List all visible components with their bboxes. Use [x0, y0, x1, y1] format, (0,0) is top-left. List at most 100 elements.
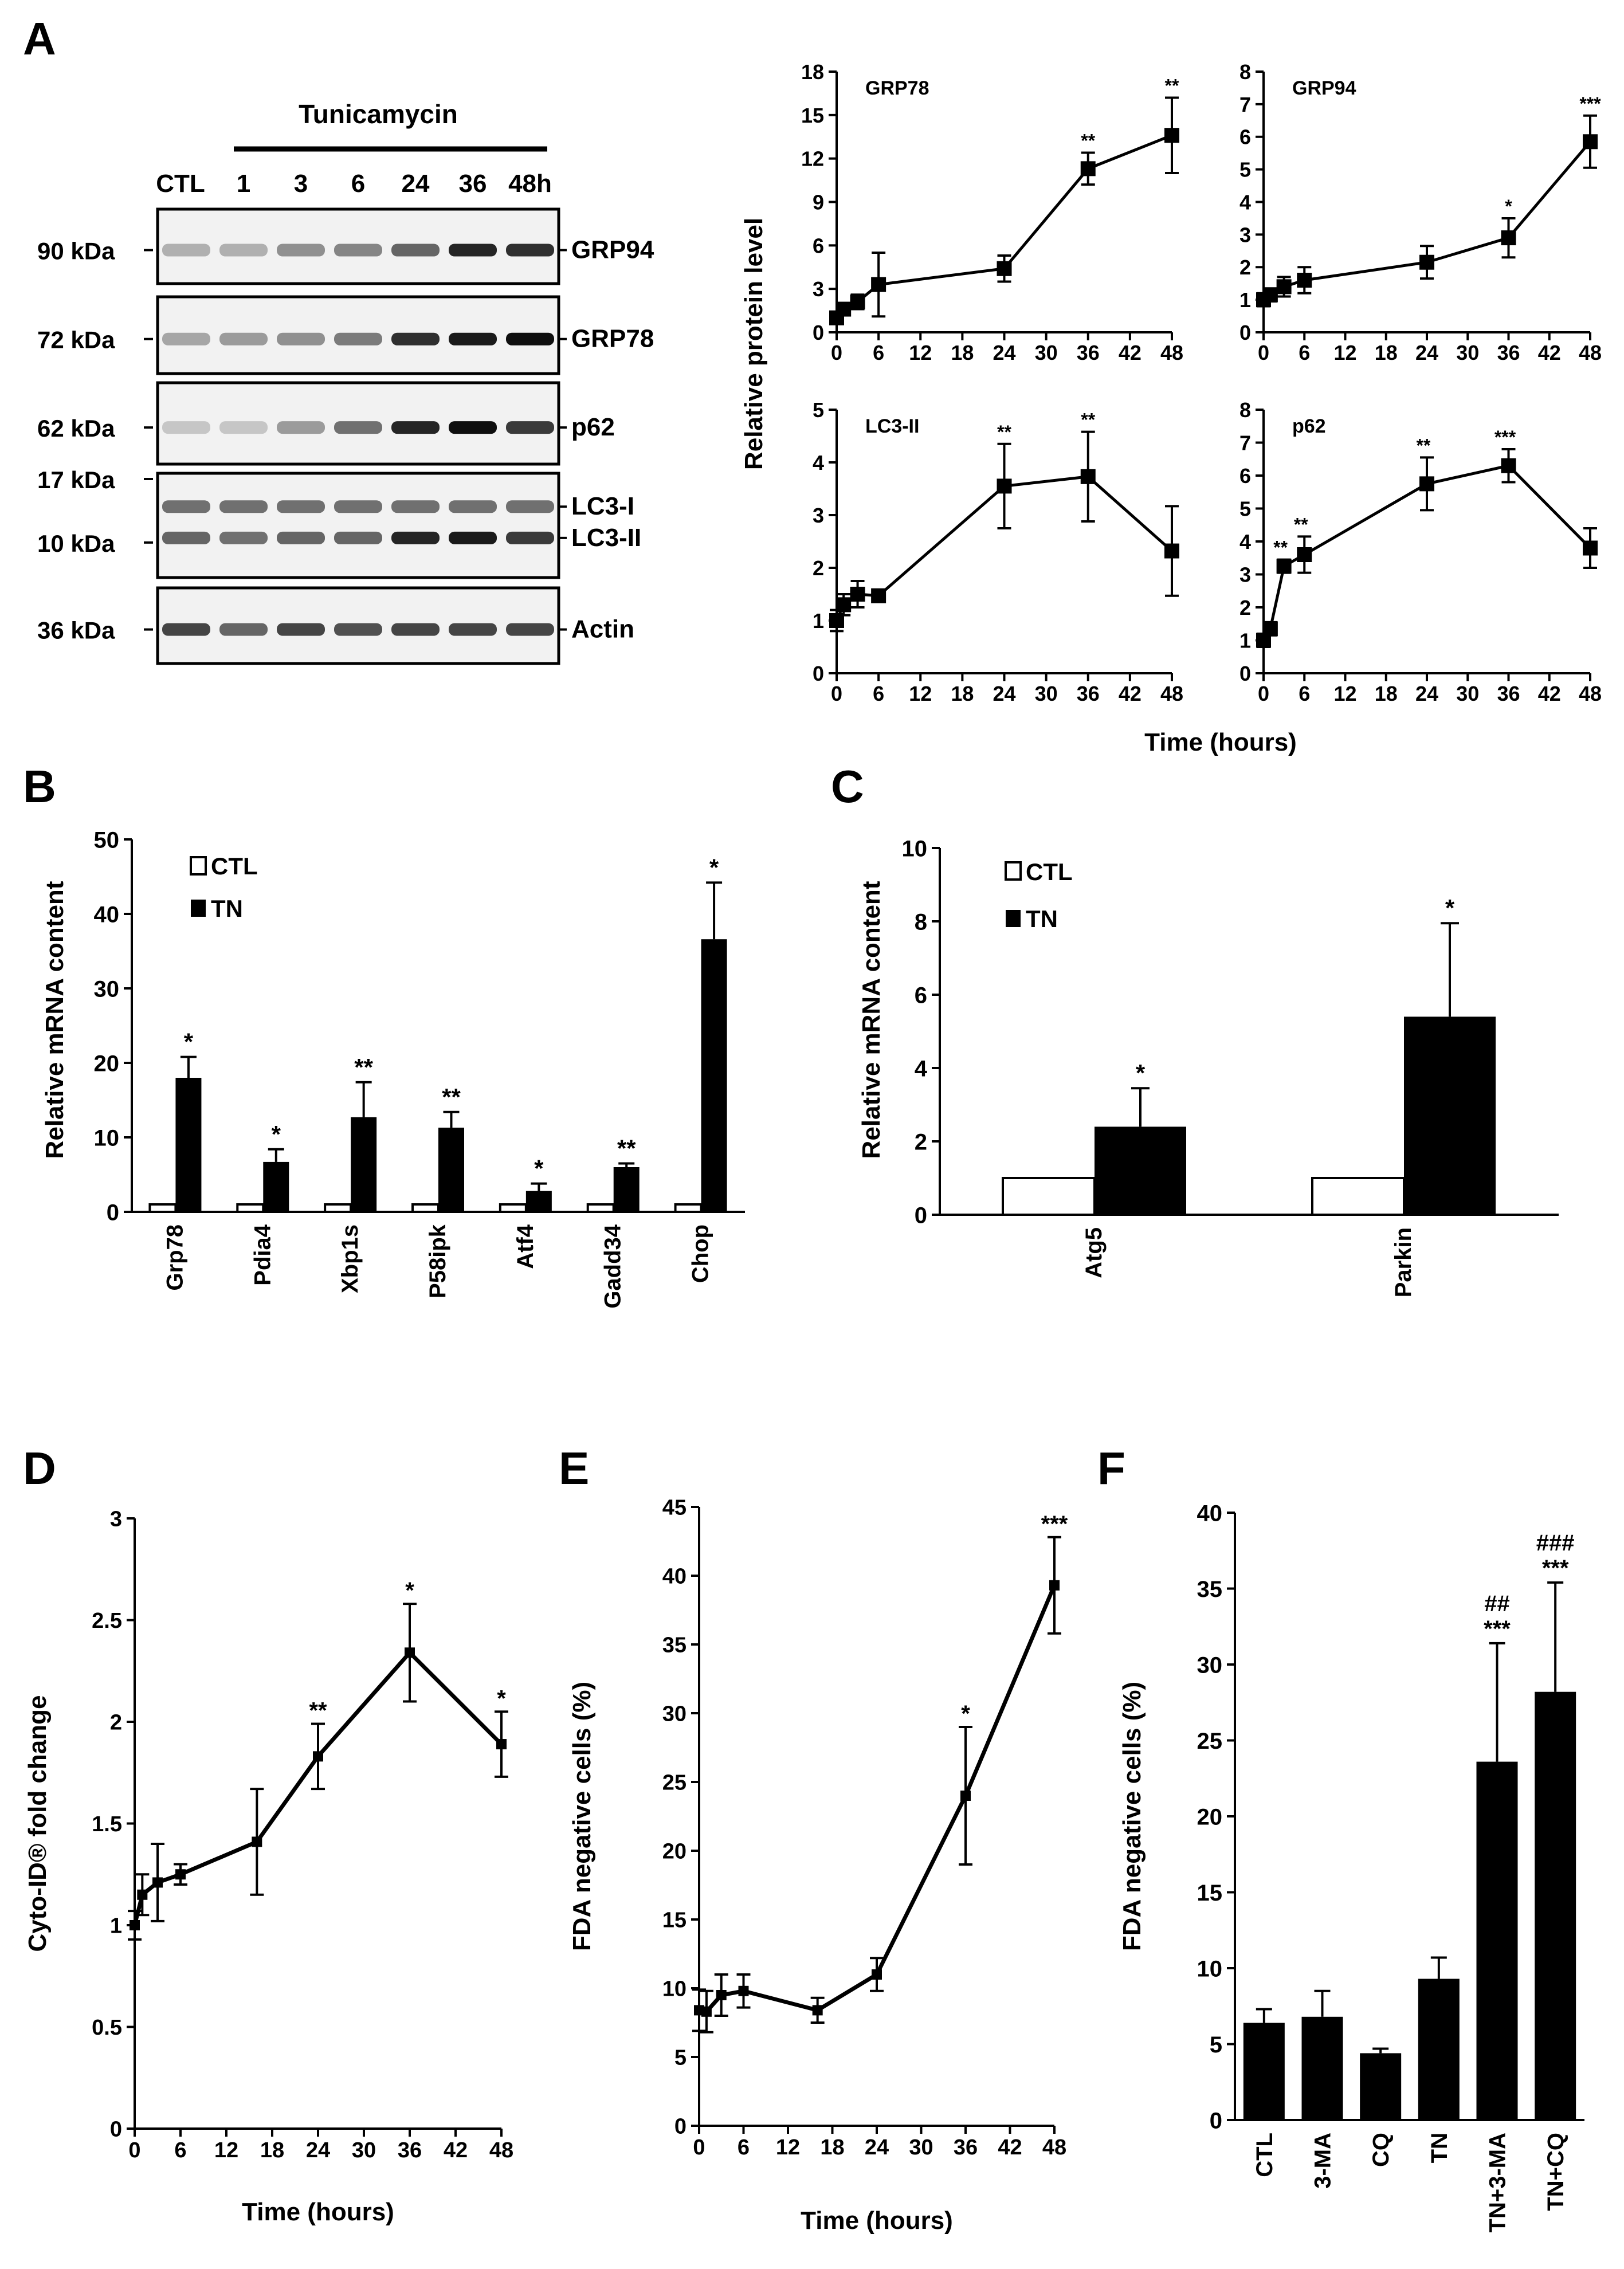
blot-mw-label: 17 kDa — [37, 466, 115, 493]
grp94-significance: * — [1505, 196, 1512, 217]
grp94-xtick-label: 36 — [1497, 341, 1520, 364]
b-bar-tn — [701, 939, 727, 1212]
f-ytick-label: 35 — [1197, 1577, 1223, 1602]
panel-a-ylabel: Relative protein level — [740, 218, 768, 470]
d-xtick-label: 42 — [444, 2138, 468, 2162]
lc3-title: LC3-II — [865, 415, 919, 437]
b-ytick-label: 10 — [94, 1125, 120, 1151]
legend-b-tn-swatch — [191, 900, 206, 917]
grp94-ytick-label: 6 — [1239, 125, 1251, 149]
f-bar — [1535, 1691, 1576, 2120]
blot-band — [219, 531, 268, 544]
grp94-ytick-label: 3 — [1239, 223, 1251, 246]
blot-band — [449, 500, 497, 513]
d-xtick-label: 48 — [489, 2138, 513, 2162]
grp94-xtick-label: 18 — [1375, 341, 1398, 364]
lc3-xtick-label: 6 — [873, 682, 884, 705]
lc3-ytick-label: 3 — [813, 504, 824, 527]
panel-c-ylabel: Relative mRNA content — [857, 881, 885, 1159]
blot-lane-label: 1 — [237, 170, 250, 198]
e-xtick-label: 24 — [865, 2135, 889, 2160]
blot-band — [219, 623, 268, 636]
b-ytick-label: 20 — [94, 1051, 120, 1076]
lc3-point — [850, 587, 865, 602]
e-xlabel: Time (hours) — [801, 2207, 953, 2235]
b-bar-ctl — [148, 1203, 177, 1213]
d-point — [175, 1869, 186, 1880]
panel-label-c: C — [831, 761, 864, 812]
c-ytick-label: 10 — [902, 836, 928, 861]
lc3-xtick-label: 48 — [1160, 682, 1183, 705]
f-bar — [1418, 1978, 1460, 2120]
lc3-ytick-label: 4 — [813, 451, 824, 474]
blot-band — [334, 332, 382, 346]
d-point — [496, 1739, 507, 1750]
e-ylabel: FDA negative cells (%) — [568, 1682, 596, 1951]
grp94-ytick-label: 7 — [1239, 93, 1251, 116]
c-category-label: Atg5 — [1081, 1227, 1107, 1278]
f-ytick-label: 20 — [1197, 1804, 1223, 1830]
chart-e: 0 5 10 15 20 25 30 35 40 45 0 6 12 18 24 30 36 42 48 Time (… — [568, 1496, 1068, 2235]
panel-label-b: B — [23, 761, 56, 812]
b-bar-tn — [525, 1191, 552, 1212]
d-ytick-label: 3 — [110, 1508, 122, 1532]
panel-a-xlabel: Time (hours) — [1144, 728, 1297, 756]
b-bar-tn — [438, 1128, 464, 1212]
f-significance: *** — [1484, 1616, 1511, 1642]
grp94-ytick-label: 2 — [1239, 256, 1251, 279]
e-significance: *** — [1041, 1512, 1068, 1537]
p62-xtick-label: 42 — [1538, 682, 1561, 705]
blot-mw-label: 10 kDa — [37, 530, 115, 557]
grp94-xtick-label: 30 — [1456, 341, 1479, 364]
blot-mw-label: 72 kDa — [37, 327, 115, 354]
b-category-label: Xbp1s — [338, 1224, 363, 1293]
c-ytick-label: 2 — [915, 1129, 927, 1155]
c-bar-tn — [1404, 1016, 1496, 1215]
chart-c: 0 2 4 6 8 10 * Atg5 * Parkin — [902, 836, 1559, 1297]
e-point — [738, 1985, 749, 1996]
blot-band — [334, 500, 382, 513]
e-ytick-label: 5 — [674, 2046, 687, 2070]
d-ytick-label: 1 — [110, 1914, 122, 1938]
lc3-xtick-label: 42 — [1119, 682, 1141, 705]
d-point — [252, 1836, 262, 1847]
c-bar-tn — [1095, 1126, 1186, 1215]
grp78-xtick-label: 0 — [831, 341, 842, 364]
blot-band — [219, 332, 268, 346]
d-ytick-label: 1.5 — [92, 1812, 122, 1836]
e-point — [1049, 1580, 1060, 1591]
blot-band — [162, 244, 210, 257]
d-xtick-label: 6 — [174, 2138, 186, 2162]
p62-xtick-label: 12 — [1333, 682, 1356, 705]
grp94-ytick-label: 0 — [1239, 321, 1251, 344]
c-ytick-label: 6 — [915, 983, 927, 1008]
legend-c-ctl-label: CTL — [1026, 858, 1073, 885]
p62-point — [1419, 476, 1434, 492]
d-ytick-label: 2.5 — [92, 1609, 122, 1633]
p62-point — [1262, 621, 1278, 637]
b-significance: * — [184, 1028, 194, 1055]
d-xlabel: Time (hours) — [242, 2198, 394, 2226]
b-ytick-label: 50 — [94, 827, 120, 853]
blot-band — [391, 244, 440, 257]
lc3-point — [1164, 543, 1179, 559]
grp78-point — [997, 261, 1012, 276]
b-bar-ctl — [499, 1203, 527, 1213]
b-ytick-label: 30 — [94, 976, 120, 1002]
lc3-ytick-label: 5 — [813, 398, 824, 422]
blot-band — [162, 531, 210, 544]
blot-band — [219, 244, 268, 257]
grp94-ytick-label: 1 — [1239, 288, 1251, 312]
e-ytick-label: 40 — [662, 1565, 687, 1589]
d-ylabel: Cyto-ID® fold change — [23, 1695, 52, 1952]
legend-c-tn-swatch — [1006, 910, 1021, 927]
lc3-xtick-label: 24 — [993, 682, 1015, 705]
grp78-xtick-label: 24 — [993, 341, 1015, 364]
b-bar-ctl — [324, 1203, 352, 1213]
